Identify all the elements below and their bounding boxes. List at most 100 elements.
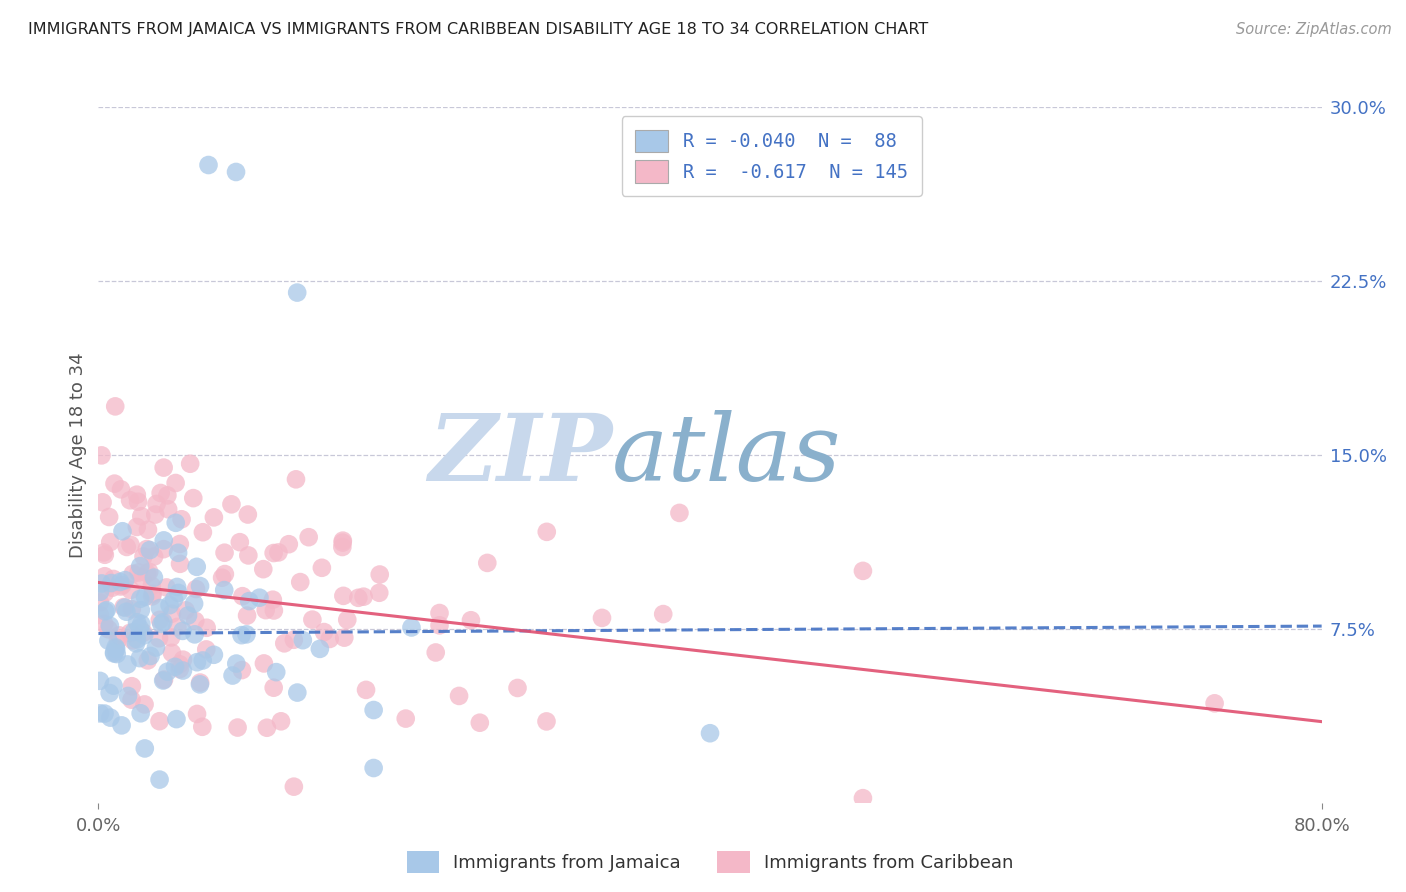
- Point: [591, 611, 613, 625]
- Point: [100, 711, 122, 725]
- Point: [103, 679, 125, 693]
- Point: [94, 586, 117, 600]
- Point: [97, 633, 120, 648]
- Point: [125, 636, 148, 650]
- Point: [148, 632, 170, 646]
- Point: [139, 648, 162, 663]
- Point: [149, 772, 172, 787]
- Point: [536, 714, 558, 729]
- Point: [212, 583, 235, 598]
- Point: [138, 565, 160, 579]
- Point: [132, 549, 155, 564]
- Point: [111, 524, 134, 539]
- Point: [285, 472, 308, 486]
- Point: [285, 285, 308, 300]
- Point: [152, 615, 174, 629]
- Point: [115, 605, 138, 619]
- Point: [108, 628, 131, 642]
- Point: [852, 564, 875, 578]
- Point: [98, 686, 121, 700]
- Point: [368, 567, 391, 582]
- Point: [225, 657, 247, 671]
- Legend: Immigrants from Jamaica, Immigrants from Caribbean: Immigrants from Jamaica, Immigrants from…: [395, 840, 1025, 884]
- Point: [363, 761, 385, 775]
- Text: Source: ZipAtlas.com: Source: ZipAtlas.com: [1236, 22, 1392, 37]
- Point: [449, 689, 471, 703]
- Point: [165, 475, 187, 490]
- Point: [134, 741, 156, 756]
- Point: [401, 620, 423, 634]
- Point: [238, 594, 260, 608]
- Point: [191, 653, 214, 667]
- Point: [103, 476, 125, 491]
- Point: [298, 530, 321, 544]
- Point: [468, 715, 491, 730]
- Point: [231, 589, 253, 603]
- Point: [270, 714, 292, 729]
- Point: [94, 569, 117, 583]
- Point: [143, 508, 166, 522]
- Point: [312, 625, 335, 640]
- Point: [188, 579, 211, 593]
- Point: [121, 566, 143, 581]
- Point: [221, 497, 243, 511]
- Point: [477, 556, 499, 570]
- Point: [115, 540, 138, 554]
- Point: [149, 613, 172, 627]
- Point: [156, 488, 179, 502]
- Point: [353, 590, 375, 604]
- Point: [186, 706, 208, 721]
- Text: atlas: atlas: [612, 410, 842, 500]
- Point: [172, 664, 194, 678]
- Point: [149, 486, 172, 500]
- Point: [134, 590, 156, 604]
- Point: [256, 721, 278, 735]
- Point: [152, 673, 174, 688]
- Point: [89, 706, 111, 721]
- Point: [191, 720, 214, 734]
- Point: [122, 625, 145, 640]
- Point: [153, 673, 176, 687]
- Point: [132, 628, 155, 642]
- Point: [169, 557, 191, 571]
- Point: [283, 632, 305, 647]
- Point: [149, 601, 172, 615]
- Point: [121, 692, 143, 706]
- Point: [114, 600, 136, 615]
- Point: [125, 615, 148, 630]
- Point: [142, 571, 165, 585]
- Point: [264, 665, 287, 680]
- Point: [290, 575, 312, 590]
- Point: [221, 668, 243, 682]
- Point: [121, 602, 143, 616]
- Point: [166, 620, 188, 634]
- Point: [330, 540, 353, 554]
- Point: [127, 566, 149, 580]
- Point: [301, 613, 323, 627]
- Y-axis label: Disability Age 18 to 34: Disability Age 18 to 34: [69, 352, 87, 558]
- Point: [186, 655, 208, 669]
- Point: [128, 651, 150, 665]
- Point: [114, 573, 136, 587]
- Point: [332, 589, 354, 603]
- Point: [94, 604, 117, 618]
- Point: [354, 682, 377, 697]
- Point: [172, 624, 194, 638]
- Point: [202, 510, 225, 524]
- Point: [136, 523, 159, 537]
- Point: [104, 400, 127, 414]
- Point: [120, 582, 142, 597]
- Point: [333, 631, 356, 645]
- Point: [142, 587, 165, 601]
- Point: [273, 636, 295, 650]
- Point: [129, 603, 152, 617]
- Point: [167, 586, 190, 600]
- Point: [652, 607, 675, 621]
- Point: [235, 627, 257, 641]
- Point: [263, 681, 285, 695]
- Point: [170, 512, 193, 526]
- Point: [277, 537, 299, 551]
- Point: [139, 543, 162, 558]
- Point: [254, 603, 277, 617]
- Point: [89, 607, 111, 622]
